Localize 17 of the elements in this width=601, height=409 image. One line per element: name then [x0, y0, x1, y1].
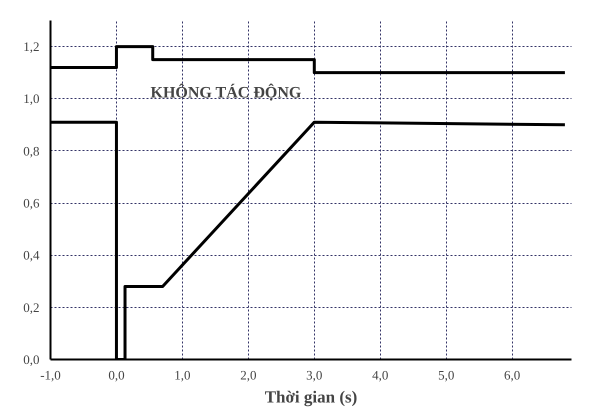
x-tick-label: 4,0	[372, 368, 388, 382]
y-tick-label: 1,0	[23, 91, 40, 106]
x-tick-label: 6,0	[504, 368, 520, 382]
y-tick-label: 0,4	[23, 248, 40, 263]
y-tick-label: 0,8	[23, 143, 40, 158]
x-tick-label: 0,0	[108, 368, 125, 382]
x-tick-label: -1,0	[40, 368, 61, 382]
x-tick-label: 2,0	[240, 368, 256, 382]
y-tick-label: 1,2	[23, 39, 40, 54]
x-tick-label: 5,0	[438, 368, 454, 382]
y-tick-label: 0,6	[23, 196, 40, 211]
x-tick-label: 1,0	[174, 368, 191, 382]
y-tick-label: 0,0	[23, 352, 40, 367]
annotation: KHÔNG TÁC ĐỘNG	[150, 84, 302, 102]
x-axis-title: Thời gian (s)	[264, 388, 358, 406]
y-tick-label: 0,2	[23, 300, 40, 315]
x-tick-label: 3,0	[306, 368, 322, 382]
